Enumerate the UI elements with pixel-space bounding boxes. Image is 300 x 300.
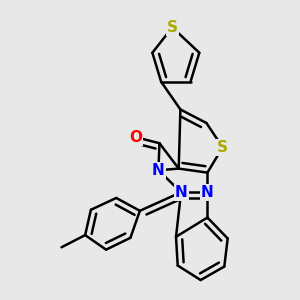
Text: N: N [152,163,165,178]
Text: S: S [217,140,228,155]
Text: N: N [175,185,188,200]
Text: O: O [129,130,142,145]
Text: S: S [167,20,178,35]
Text: N: N [201,185,214,200]
